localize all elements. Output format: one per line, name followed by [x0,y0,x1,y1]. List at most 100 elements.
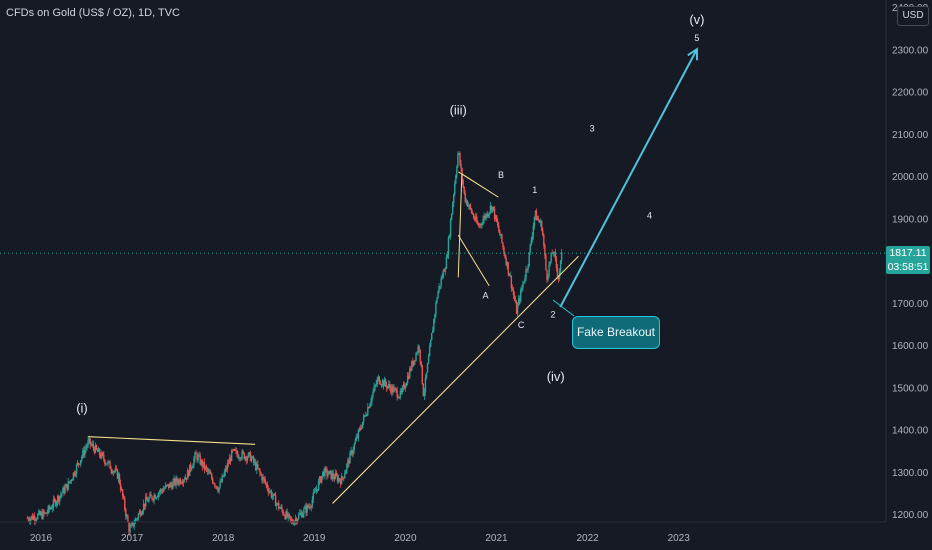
wave-label[interactable]: 2 [550,310,555,320]
candle-body [365,415,367,417]
wave-label[interactable]: (iv) [547,369,565,384]
wave-label[interactable]: 3 [590,124,595,134]
candle-body [309,506,311,508]
candle-body [30,515,33,519]
candle-body [62,487,64,494]
candle-body [308,506,310,508]
candle-body [244,456,246,459]
x-tick-label: 2018 [212,533,235,544]
candle-body [559,260,562,272]
currency-button[interactable]: USD [897,6,929,26]
candle-body [224,468,227,473]
candle-body [86,445,88,448]
candle-body [454,183,456,195]
candle-body [404,386,407,389]
candle-body [130,524,132,528]
wave-label[interactable]: 5 [694,33,699,43]
y-tick-label: 2000.00 [892,172,929,183]
candle-body [489,206,492,213]
time-axis[interactable]: 2016 2017 2018 2019 2020 2021 2022 2023 [30,533,690,544]
wave-label[interactable]: (v) [689,12,704,27]
candle-body [162,489,165,492]
projection-arrow[interactable] [559,48,698,308]
candle-body [380,384,383,386]
candle-body [275,503,278,507]
wave-label[interactable]: 1 [532,185,537,195]
candle-body [200,460,202,465]
wave-label[interactable]: 4 [647,210,652,220]
candle-body [117,474,120,479]
candle-body [50,508,53,509]
candle-body [340,476,343,485]
candle-body [425,372,428,378]
wave-label[interactable]: A [483,291,489,301]
candle-body [151,496,153,500]
candle-body [234,449,236,451]
candle-body [101,452,103,458]
candle-body [226,463,229,470]
x-tick-label: 2021 [485,533,508,544]
candle-body [134,519,136,524]
candle-body [366,414,368,417]
candle-body [515,301,518,314]
candle-body [358,428,361,430]
candle-body [488,212,491,215]
wave-label[interactable]: (iii) [450,103,467,118]
candle-body [48,506,51,510]
candle-body [372,391,374,396]
corrective-pattern[interactable] [457,171,499,278]
candle-body [537,218,540,221]
candle-body [233,449,235,451]
candle-body [272,493,275,497]
resistance-trendline[interactable] [88,436,256,445]
candle-body [433,319,435,331]
candle-body [471,212,474,215]
candle-body [466,200,469,207]
candle-body [72,472,75,480]
candle-body [39,511,41,515]
candle-body [138,511,141,514]
candle-body [359,428,362,429]
candle-body [199,455,201,465]
candle-body [475,216,477,220]
wave-label[interactable]: B [498,170,504,180]
candle-body [405,383,408,387]
candle-body [271,496,274,498]
candle-body [438,286,440,292]
candle-body [322,471,324,476]
candle-body [498,225,500,232]
candle-body [238,457,240,459]
candle-body [431,332,433,341]
candle-body [348,459,350,464]
fake-breakout-callout[interactable]: Fake Breakout [572,316,660,349]
candle-body [424,377,427,393]
candle-body [223,472,225,477]
candle-body [499,231,501,236]
candle-body [324,467,326,477]
candle-body [457,153,459,167]
candle-body [208,471,211,474]
candle-body [514,300,517,302]
candle-body [216,486,218,490]
candle-body [421,364,423,384]
candle-body [326,469,328,476]
candle-body [149,494,151,498]
candle-body [91,444,93,445]
wave-label[interactable]: C [518,320,525,330]
candle-body [173,478,175,482]
candle-body [462,180,464,187]
candle-body [107,461,109,465]
candle-body [413,360,415,366]
candle-body [520,289,522,302]
candle-body [513,294,516,301]
wave-label[interactable]: (i) [76,401,88,416]
candle-body [58,496,60,502]
x-tick-label: 2020 [394,533,417,544]
candle-body [479,223,481,227]
candle-body [204,466,207,470]
candle-body [450,213,453,221]
candle-body [26,518,29,520]
support-trendline[interactable] [332,255,579,504]
